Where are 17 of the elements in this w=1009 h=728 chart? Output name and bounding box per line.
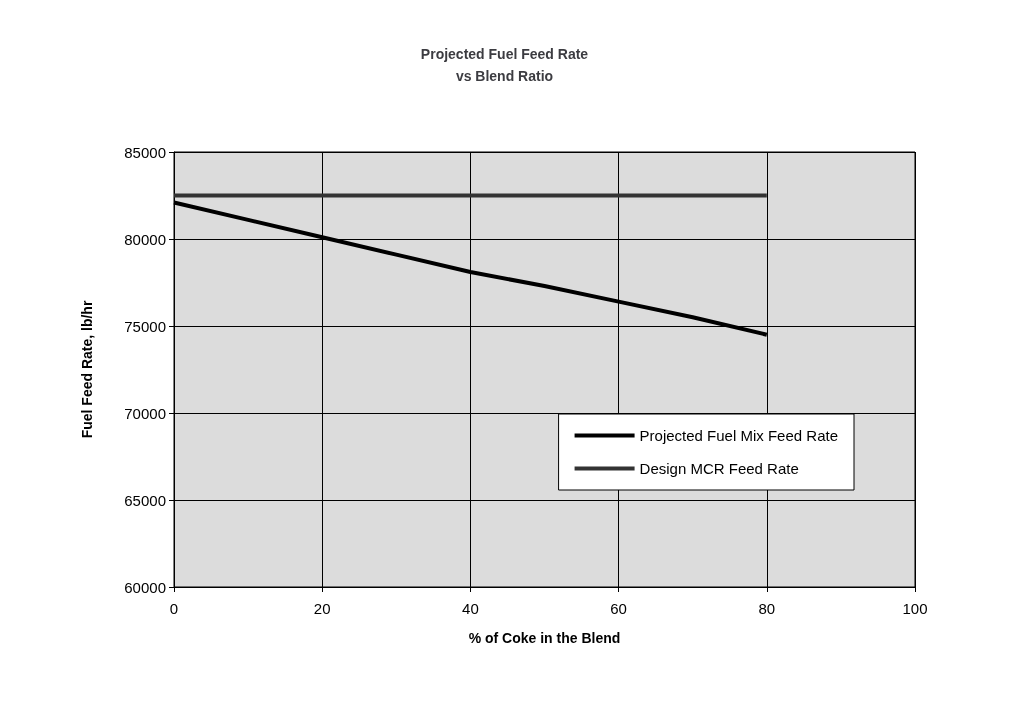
x-tick-label: 40: [462, 600, 479, 617]
x-tick-label: 20: [313, 600, 331, 617]
y-tick-label: 65000: [124, 491, 166, 509]
x-tick-label: 80: [758, 600, 776, 617]
y-tick-label: 70000: [124, 404, 166, 422]
legend-label: Design MCR Feed Rate: [639, 460, 799, 477]
x-tick-label: 100: [902, 600, 928, 617]
y-tick-label: 85000: [124, 143, 166, 161]
x-tick-label: 0: [169, 600, 179, 617]
y-axis-title: Fuel Feed Rate, lb/hr: [79, 300, 95, 439]
y-tick-label: 60000: [124, 578, 166, 596]
legend-label: Projected Fuel Mix Feed Rate: [639, 427, 838, 444]
x-tick-label: 60: [610, 600, 627, 617]
y-tick-label: 80000: [124, 230, 166, 248]
y-tick-label: 75000: [124, 317, 166, 335]
chart-title: Projected Fuel Feed Rate vs Blend Ratio: [420, 46, 589, 84]
x-axis-title: % of Coke in the Blend: [468, 630, 621, 646]
